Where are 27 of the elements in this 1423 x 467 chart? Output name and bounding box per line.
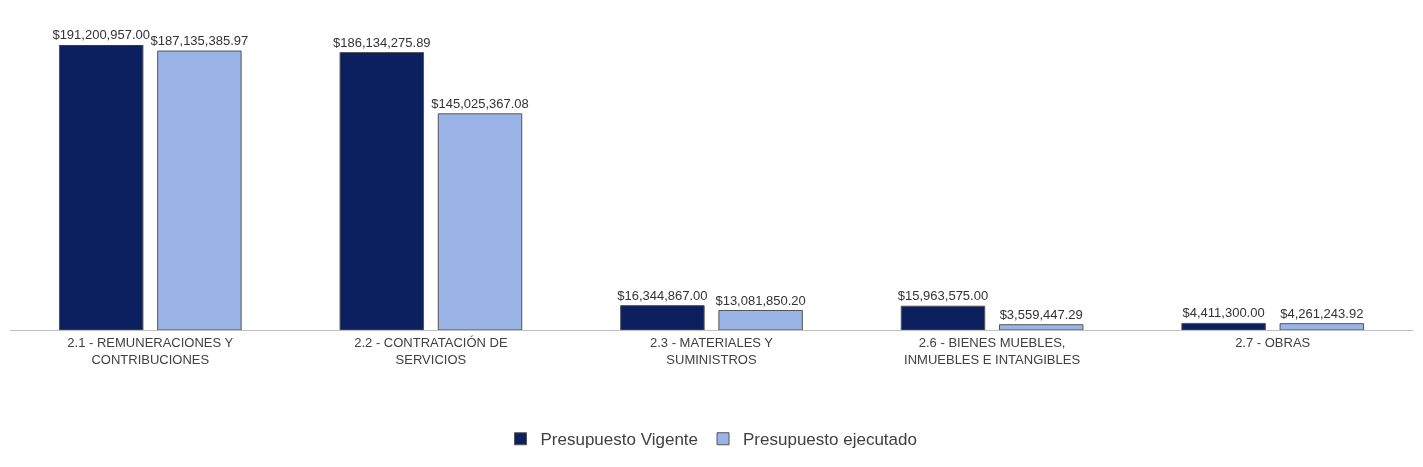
x-tick-label: 2.1 - REMUNERACIONES Y CONTRIBUCIONES xyxy=(67,334,234,367)
data-label: $4,411,300.00 xyxy=(1182,305,1265,321)
legend-label: Presupuesto Vigente xyxy=(540,430,699,450)
bar xyxy=(58,45,144,330)
bar xyxy=(157,50,242,330)
data-label: $191,200,957.00 xyxy=(52,27,150,42)
bar xyxy=(339,52,425,330)
bar xyxy=(900,305,986,330)
bar xyxy=(998,324,1084,330)
bar xyxy=(437,113,523,330)
x-tick-label: 2.3 - MATERIALES Y SUMINISTROS xyxy=(649,334,774,367)
bar xyxy=(1181,322,1266,330)
data-label: $13,081,850.20 xyxy=(715,292,806,308)
bar xyxy=(1279,323,1365,330)
bar xyxy=(620,305,705,330)
data-label: $145,025,367.08 xyxy=(431,95,529,111)
x-tick-label: 2.6 - BIENES MUEBLES, INMUEBLES E INTANGIBLES xyxy=(904,334,1081,367)
legend-label: Presupuesto ejecutado xyxy=(743,430,917,450)
x-tick-label: 2.7 - OBRAS xyxy=(1235,334,1311,350)
data-label: $16,344,867.00 xyxy=(617,287,708,303)
bar xyxy=(718,310,803,330)
data-label: $4,261,243.92 xyxy=(1280,305,1364,321)
data-label: $186,134,275.89 xyxy=(332,34,431,50)
data-label: $3,559,447.29 xyxy=(999,306,1083,322)
data-label: $187,135,385.97 xyxy=(150,33,249,49)
x-tick-label: 2.2 - CONTRATACIÓN DE SERVICIOS xyxy=(354,334,508,367)
data-label: $15,963,575.00 xyxy=(897,288,989,304)
